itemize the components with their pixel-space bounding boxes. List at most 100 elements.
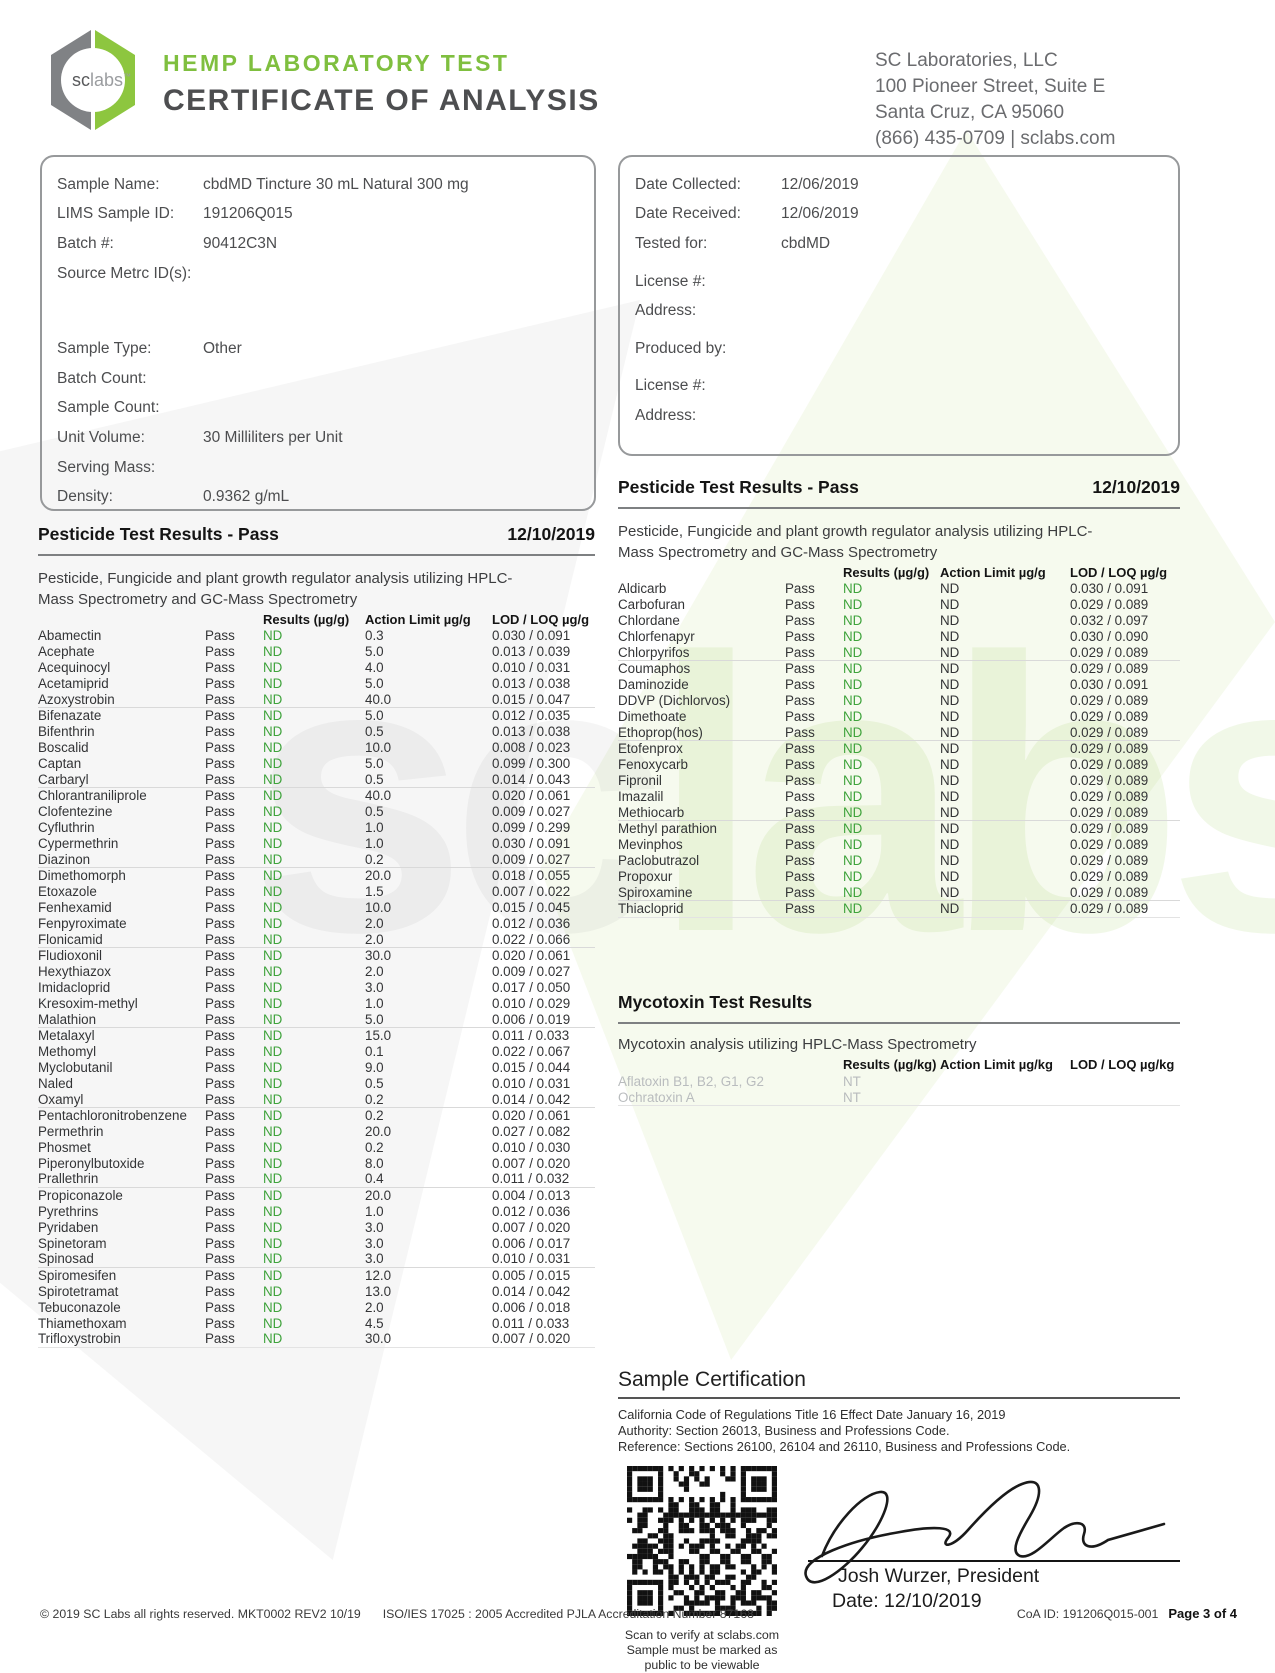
analyte-name: Aldicarb [618, 581, 667, 597]
lod-loq-value: 0.015 / 0.045 [492, 899, 571, 915]
status-pass: Pass [205, 1155, 235, 1171]
status-pass: Pass [205, 1204, 235, 1220]
table-row: Fenpyroximate Pass ND 2.0 0.012 / 0.036 [38, 915, 595, 931]
analyte-name: Boscalid [38, 739, 89, 755]
analyte-name: Ethoprop(hos) [618, 724, 703, 740]
status-pass: Pass [205, 1075, 235, 1091]
info-field: Sample Name: cbdMD Tincture 30 mL Natura… [57, 170, 594, 200]
sample-info-box: Sample Name: cbdMD Tincture 30 mL Natura… [40, 155, 596, 511]
field-label: Density: [57, 488, 113, 506]
footer-copyright: © 2019 SC Labs all rights reserved. MKT0… [40, 1607, 361, 1621]
field-label: Produced by: [635, 339, 727, 357]
status-pass: Pass [785, 692, 815, 708]
status-pass: Pass [205, 1091, 235, 1107]
lod-loq-value: 0.009 / 0.027 [492, 851, 571, 867]
section-header: Pesticide Test Results - Pass 12/10/2019 [38, 524, 595, 545]
analyte-name: Methiocarb [618, 804, 685, 820]
table-row: Etofenprox Pass ND ND 0.029 / 0.089 [618, 739, 1180, 757]
result-value: ND [263, 915, 283, 931]
result-value: ND [263, 804, 283, 820]
analyte-name: Captan [38, 755, 82, 771]
client-info-group3: Produced by: [635, 334, 1178, 364]
info-field: Address: [635, 296, 1178, 326]
right-column: Pesticide Test Results - Pass 12/10/2019… [618, 477, 1180, 1673]
lab-phone-web: (866) 435-0709 | sclabs.com [875, 128, 1116, 149]
result-value: ND [263, 1219, 283, 1235]
status-pass: Pass [205, 1139, 235, 1155]
status-pass: Pass [785, 772, 815, 788]
table-row: Piperonylbutoxide Pass ND 8.0 0.007 / 0.… [38, 1155, 595, 1171]
result-value: ND [263, 1284, 283, 1300]
table-row: Oxamyl Pass ND 0.2 0.014 / 0.042 [38, 1091, 595, 1107]
action-limit-value: ND [940, 597, 960, 613]
result-value: ND [263, 1108, 283, 1124]
status-pass: Pass [785, 757, 815, 773]
table-header-row: Results (µg/g) Action Limit µg/g LOD / L… [618, 563, 1180, 581]
lod-loq-value: 0.030 / 0.091 [492, 628, 571, 644]
client-info-group4: License #: Address: [635, 372, 1178, 431]
table-row: Acequinocyl Pass ND 4.0 0.010 / 0.031 [38, 660, 595, 676]
analyte-name: Fipronil [618, 772, 662, 788]
sample-info-group1: Sample Name: cbdMD Tincture 30 mL Natura… [57, 170, 594, 288]
table-row: Chlorantraniliprole Pass ND 40.0 0.020 /… [38, 786, 595, 804]
result-value: ND [843, 661, 863, 677]
status-pass: Pass [205, 739, 235, 755]
status-pass: Pass [205, 1331, 235, 1347]
action-limit-value: 0.5 [365, 1075, 384, 1091]
action-limit-value: 1.5 [365, 884, 384, 900]
action-limit-value: 0.2 [365, 1091, 384, 1107]
analyte-name: Chlorantraniliprole [38, 788, 147, 804]
analyte-name: Carbaryl [38, 771, 89, 787]
result-value: ND [263, 1235, 283, 1251]
lod-loq-value: 0.015 / 0.047 [492, 691, 571, 707]
lab-name: SC Laboratories, LLC [875, 50, 1058, 71]
action-limit-value: 3.0 [365, 1235, 384, 1251]
lod-loq-value: 0.011 / 0.033 [492, 1315, 570, 1331]
info-field: LIMS Sample ID: 191206Q015 [57, 200, 594, 230]
info-field: License #: [635, 267, 1178, 297]
lod-loq-value: 0.029 / 0.089 [1070, 868, 1149, 884]
footer-page-number: Page 3 of 4 [1168, 1606, 1237, 1621]
action-limit-value: ND [940, 677, 960, 693]
info-field: Sample Count: [57, 394, 594, 424]
table-header-row: Results (µg/g) Action Limit µg/g LOD / L… [38, 610, 595, 628]
result-value: ND [263, 1091, 283, 1107]
analyte-name: Tebuconazole [38, 1299, 121, 1315]
action-limit-value: ND [940, 581, 960, 597]
analyte-name: Bifenthrin [38, 724, 95, 740]
status-pass: Pass [785, 852, 815, 868]
col-lod-loq: LOD / LOQ µg/kg [1070, 1057, 1175, 1073]
sclabs-logo: sclabs™ [44, 26, 142, 139]
status-pass: Pass [205, 708, 235, 724]
table-row: Methomyl Pass ND 0.1 0.022 / 0.067 [38, 1044, 595, 1060]
mycotoxin-section: Mycotoxin Test Results Mycotoxin analysi… [618, 992, 1180, 1107]
analyte-name: Acephate [38, 644, 95, 660]
info-field: Address: [635, 401, 1178, 431]
result-value: ND [263, 1044, 283, 1060]
col-lod-loq: LOD / LOQ µg/g [492, 611, 590, 627]
info-field: License #: [635, 372, 1178, 402]
action-limit-value: ND [940, 644, 960, 660]
info-field: Serving Mass: [57, 453, 594, 483]
lod-loq-value: 0.029 / 0.089 [1070, 901, 1149, 917]
result-value: ND [263, 995, 283, 1011]
table-row: Bifenthrin Pass ND 0.5 0.013 / 0.038 [38, 724, 595, 740]
action-limit-value: 10.0 [365, 899, 392, 915]
table-row: Hexythiazox Pass ND 2.0 0.009 / 0.027 [38, 964, 595, 980]
field-label: Sample Type: [57, 340, 152, 358]
analyte-name: Methyl parathion [618, 821, 717, 837]
lod-loq-value: 0.029 / 0.089 [1070, 772, 1149, 788]
table-row: Imidacloprid Pass ND 3.0 0.017 / 0.050 [38, 980, 595, 996]
result-value: ND [263, 819, 283, 835]
certification-line: California Code of Regulations Title 16 … [618, 1407, 1006, 1423]
lod-loq-value: 0.029 / 0.089 [1070, 757, 1149, 773]
lod-loq-value: 0.029 / 0.089 [1070, 788, 1149, 804]
table-body: Aldicarb Pass ND ND 0.030 / 0.091 Carbof… [618, 581, 1180, 917]
lod-loq-value: 0.009 / 0.027 [492, 964, 571, 980]
method-description: Mycotoxin analysis utilizing HPLC-Mass S… [618, 1035, 977, 1053]
status-pass: Pass [785, 677, 815, 693]
lod-loq-value: 0.005 / 0.015 [492, 1268, 571, 1284]
lod-loq-value: 0.010 / 0.031 [492, 1075, 571, 1091]
lod-loq-value: 0.013 / 0.038 [492, 675, 571, 691]
status-pass: Pass [205, 1188, 235, 1204]
